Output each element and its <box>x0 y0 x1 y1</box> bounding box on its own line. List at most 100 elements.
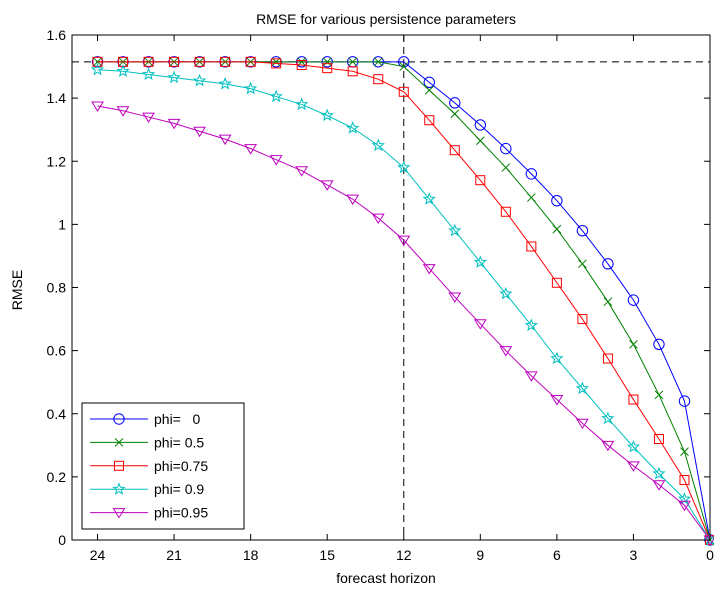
x-axis-label: forecast horizon <box>336 570 436 586</box>
data-point <box>550 351 564 365</box>
series-4 <box>90 62 714 546</box>
y-tick-label: 1 <box>58 216 66 232</box>
data-point <box>422 264 436 275</box>
data-point <box>526 241 537 252</box>
data-point <box>397 235 411 247</box>
data-point <box>348 57 358 67</box>
data-point <box>654 390 664 400</box>
data-point <box>576 224 589 237</box>
data-point <box>347 66 358 77</box>
y-tick-label: 1.2 <box>47 153 67 169</box>
data-point <box>397 160 411 174</box>
data-point <box>424 115 435 126</box>
data-point <box>322 57 332 67</box>
data-point <box>422 192 436 205</box>
legend: phi= 0 phi= 0.5 phi=0.75 phi= 0.9 phi=0.95 <box>81 402 245 530</box>
x-tick-label: 3 <box>630 547 638 563</box>
data-point <box>116 64 130 77</box>
data-point <box>626 439 641 453</box>
data-point <box>653 434 664 444</box>
data-point <box>143 56 154 67</box>
data-point <box>91 101 104 112</box>
legend-label: phi= 0.9 <box>154 481 204 497</box>
y-axis-label: RMSE <box>9 270 25 310</box>
data-point <box>243 81 258 95</box>
data-point <box>220 56 231 67</box>
legend-label: phi=0.95 <box>154 505 208 521</box>
data-point <box>603 297 613 307</box>
data-point <box>320 180 334 191</box>
data-point <box>169 56 180 67</box>
y-tick-label: 0.8 <box>47 280 67 296</box>
data-point <box>371 138 385 152</box>
data-point <box>602 353 613 364</box>
data-point <box>474 119 487 131</box>
data-point <box>244 144 258 155</box>
y-tick-label: 1.6 <box>47 27 67 43</box>
x-tick-label: 12 <box>396 547 412 563</box>
data-point <box>629 339 638 349</box>
series-line <box>97 105 711 541</box>
data-point <box>320 108 334 122</box>
data-point <box>271 58 282 69</box>
data-point <box>92 56 103 67</box>
y-tick-label: 0.2 <box>47 469 67 485</box>
data-point <box>652 480 666 491</box>
data-point <box>193 126 206 138</box>
data-point <box>576 418 589 430</box>
data-point <box>500 142 512 155</box>
series-line <box>97 69 711 541</box>
legend-marker <box>114 438 124 447</box>
data-point <box>269 89 283 103</box>
data-point <box>218 134 232 146</box>
data-point <box>373 74 384 85</box>
data-point <box>551 277 562 288</box>
data-point <box>142 112 155 124</box>
data-point <box>525 168 538 180</box>
data-point <box>473 255 487 268</box>
x-tick-label: 24 <box>90 547 106 563</box>
data-point <box>627 294 640 306</box>
data-point <box>116 106 130 117</box>
data-point <box>680 447 689 456</box>
data-point <box>577 314 588 325</box>
axes: 24 21 18 15 12 9 6 3 0 0 0.2 0.4 0.6 0.8 1 1.2 1.4 1.6 <box>47 27 714 563</box>
data-point <box>295 97 309 111</box>
data-point <box>167 118 181 130</box>
data-point <box>575 381 590 395</box>
y-tick-label: 0.4 <box>47 406 67 422</box>
legend-marker <box>112 482 126 495</box>
data-point <box>448 292 462 303</box>
data-point <box>524 318 539 332</box>
data-point <box>346 194 360 206</box>
data-point <box>501 163 511 172</box>
x-tick-label: 21 <box>166 547 182 563</box>
x-tick-label: 15 <box>319 547 335 563</box>
data-point <box>450 109 460 119</box>
data-point <box>499 286 513 300</box>
data-point <box>552 224 562 234</box>
data-point <box>627 461 640 472</box>
data-point <box>678 395 691 407</box>
data-point <box>652 466 666 480</box>
data-point <box>601 440 615 452</box>
series-5 <box>91 101 714 546</box>
data-point <box>499 346 513 357</box>
data-point <box>192 73 207 87</box>
data-point <box>475 136 485 146</box>
data-point <box>578 259 587 269</box>
data-point <box>296 59 307 70</box>
data-point <box>473 319 487 330</box>
legend-marker <box>114 460 124 471</box>
legend-label: phi=0.75 <box>154 458 208 474</box>
data-point <box>500 206 511 217</box>
data-point <box>167 70 181 84</box>
data-point <box>371 213 385 225</box>
legend-label: phi= 0 <box>154 411 201 427</box>
data-point <box>423 76 435 89</box>
data-point <box>141 67 156 81</box>
data-point <box>269 155 283 166</box>
legend-label: phi= 0.5 <box>154 434 204 450</box>
x-tick-label: 18 <box>243 547 259 563</box>
